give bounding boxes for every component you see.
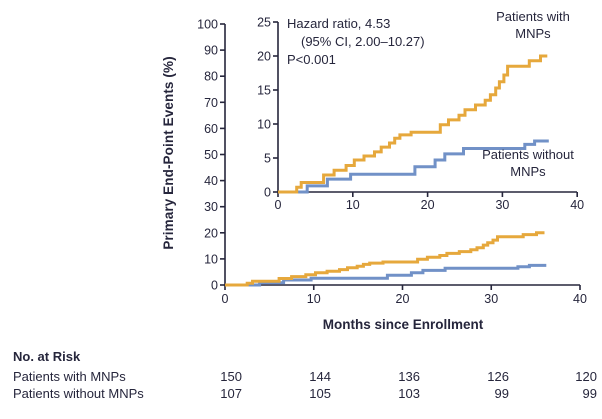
legend-with-line1: Patients with [496, 9, 570, 24]
risk-value: 99 [582, 386, 597, 401]
hazard-ratio-annotation: Hazard ratio, 4.53 (95% CI, 2.00–10.27) … [287, 15, 472, 69]
risk-value: 136 [398, 369, 420, 384]
hazard-ratio-line1: Hazard ratio, 4.53 [287, 16, 391, 31]
inset-y-tick-label: 25 [257, 16, 271, 30]
risk-value: 105 [309, 386, 331, 401]
curve-patients-with-mnps-inset [278, 54, 548, 194]
inset-y-tick-label: 10 [257, 118, 271, 132]
inset-x-tick-label: 30 [495, 198, 509, 212]
hazard-ratio-line2: (95% CI, 2.00–10.27) [301, 34, 425, 49]
risk-value: 107 [220, 386, 242, 401]
inset-y-tick-label: 0 [264, 186, 271, 200]
main-y-tick-label: 60 [204, 122, 218, 136]
risk-table-title: No. at Risk [13, 349, 81, 364]
inset-x-tick-label: 20 [421, 198, 435, 212]
main-x-tick-label: 10 [307, 292, 321, 306]
main-y-tick-label: 20 [204, 226, 218, 240]
risk-value: 150 [220, 369, 242, 384]
legend-without-line1: Patients without [482, 147, 574, 162]
main-y-tick-label: 70 [204, 96, 218, 110]
inset-x-tick-label: 40 [570, 198, 584, 212]
risk-value: 144 [309, 369, 331, 384]
main-y-tick-label: 0 [211, 279, 218, 293]
inset-y-tick-label: 15 [257, 84, 271, 98]
legend-with-line2: MNPs [515, 26, 551, 41]
inset-x-tick-label: 10 [346, 198, 360, 212]
inset-y-tick-label: 20 [257, 50, 271, 64]
main-x-tick-label: 30 [484, 292, 498, 306]
curve-patients-without-mnps-main [225, 263, 547, 287]
hazard-ratio-line3: P<0.001 [287, 52, 336, 67]
risk-row-label-with-mnps: Patients with MNPs [13, 369, 126, 384]
main-y-tick-label: 10 [204, 252, 218, 266]
legend-patients-with-mnps: Patients with MNPs [458, 8, 602, 42]
main-x-tick-label: 0 [222, 292, 229, 306]
main-x-tick-label: 40 [573, 292, 587, 306]
main-y-tick-label: 90 [204, 44, 218, 58]
inset-x-tick-label: 0 [275, 198, 282, 212]
legend-without-line2: MNPs [510, 164, 546, 179]
x-axis-title: Months since Enrollment [322, 317, 484, 332]
main-x-tick-label: 20 [396, 292, 410, 306]
legend-patients-without-mnps: Patients without MNPs [453, 146, 602, 180]
risk-value: 103 [398, 386, 420, 401]
main-y-tick-label: 40 [204, 174, 218, 188]
risk-row-label-without-mnps: Patients without MNPs [13, 386, 144, 401]
main-y-tick-label: 80 [204, 70, 218, 84]
risk-value: 99 [494, 386, 509, 401]
main-y-tick-label: 30 [204, 200, 218, 214]
main-y-tick-label: 50 [204, 148, 218, 162]
main-y-tick-label: 100 [197, 18, 218, 32]
inset-y-tick-label: 5 [264, 152, 271, 166]
y-axis-title: Primary End-Point Events (%) [161, 56, 176, 250]
curve-patients-without-mnps-inset [278, 139, 549, 194]
risk-value: 120 [575, 369, 597, 384]
risk-value: 126 [487, 369, 509, 384]
curve-patients-with-mnps-main [225, 231, 545, 287]
